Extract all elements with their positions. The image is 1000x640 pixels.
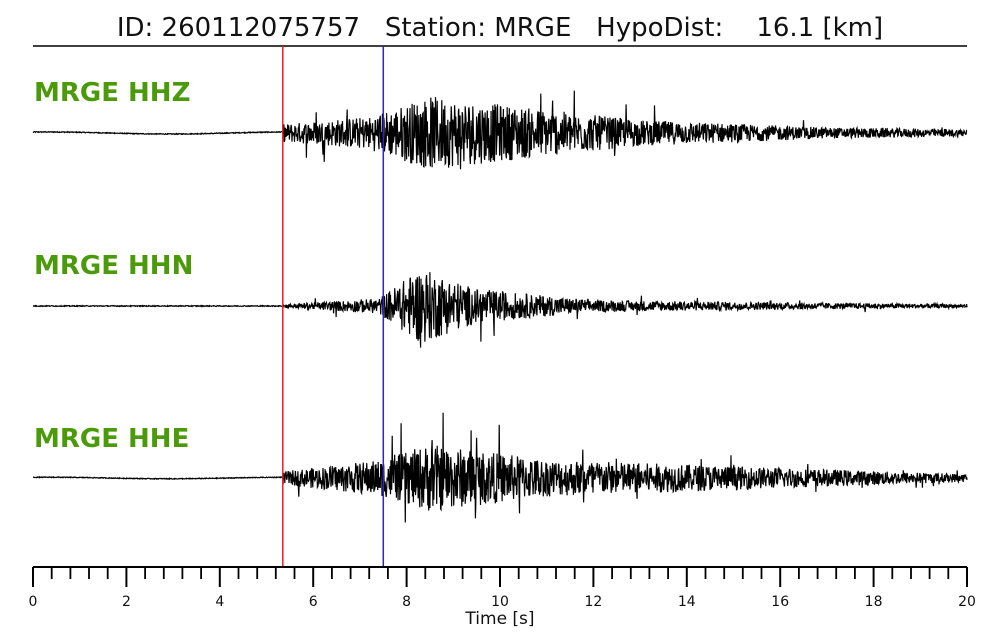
channel-labels-group: MRGE HHZ MRGE HHN MRGE HHE: [34, 78, 193, 454]
x-tick-label: 12: [584, 594, 602, 610]
trace-mrge-hhe: [32, 412, 968, 523]
channel-label: MRGE HHZ: [34, 78, 190, 108]
chart-title: ID: 260112075757 Station: MRGE HypoDist:…: [117, 13, 883, 43]
x-tick-label: 16: [771, 594, 789, 610]
x-tick-label: 20: [958, 594, 976, 610]
picks-group: [282, 46, 385, 567]
x-tick-label: 14: [678, 594, 696, 610]
trace-mrge-hhz: [32, 90, 968, 170]
x-axis-label: Time [s]: [464, 609, 534, 629]
x-tick-label: 4: [215, 594, 224, 610]
traces-group: [32, 90, 968, 523]
channel-label: MRGE HHN: [34, 251, 193, 281]
trace-mrge-hhn: [32, 272, 968, 348]
x-tick-label: 8: [402, 594, 411, 610]
x-axis: 0 2 4 6 8 10 12 14 16 18 20: [29, 566, 976, 610]
x-tick-label: 18: [865, 594, 883, 610]
channel-label: MRGE HHE: [34, 424, 189, 454]
x-tick-label: 2: [122, 594, 131, 610]
x-tick-label: 6: [309, 594, 318, 610]
x-tick-label: 0: [29, 594, 38, 610]
x-tick-label: 10: [491, 594, 509, 610]
